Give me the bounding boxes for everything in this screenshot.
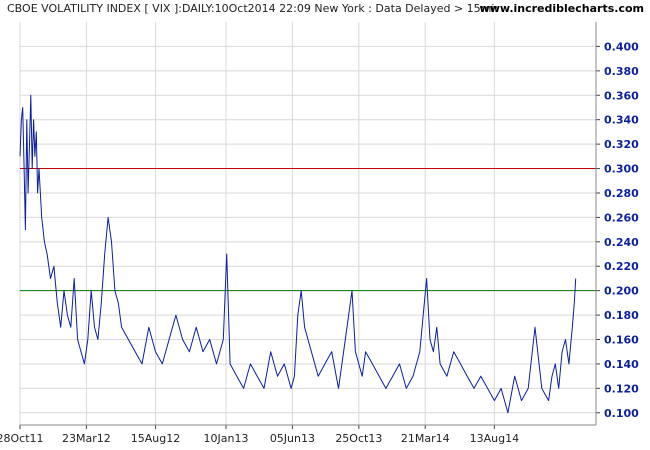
y-tick-label: 0.180 bbox=[604, 309, 639, 322]
chart-source: www.incrediblecharts.com bbox=[479, 2, 644, 15]
y-tick-label: 0.220 bbox=[604, 260, 639, 273]
y-tick-label: 0.160 bbox=[604, 334, 639, 347]
series-layer bbox=[19, 94, 577, 414]
y-tick-label: 0.360 bbox=[604, 89, 639, 102]
y-tick-label: 0.100 bbox=[604, 407, 639, 420]
y-tick-label: 0.260 bbox=[604, 211, 639, 224]
axis-layer: 0.100 0.120 0.140 0.160 0.180 0.200 0.220 0.240… bbox=[0, 22, 639, 445]
x-tick-label: 15Aug12 bbox=[131, 432, 180, 445]
y-tick-label: 0.380 bbox=[604, 65, 639, 78]
y-tick-label: 0.300 bbox=[604, 163, 639, 176]
y-tick-label: 0.200 bbox=[604, 285, 639, 298]
chart-title: CBOE VOLATILITY INDEX [ VIX ]:DAILY:10Oc… bbox=[7, 2, 497, 15]
reference-lines bbox=[20, 168, 596, 292]
y-tick-label: 0.320 bbox=[604, 138, 639, 151]
y-tick-label: 0.240 bbox=[604, 236, 639, 249]
y-tick-label: 0.140 bbox=[604, 358, 639, 371]
x-tick-label: 10Jan13 bbox=[204, 432, 249, 445]
series-line bbox=[19, 94, 577, 414]
y-tick-label: 0.400 bbox=[604, 40, 639, 53]
x-tick-label: 23Mar12 bbox=[62, 432, 111, 445]
x-tick-label: 21Mar14 bbox=[401, 432, 450, 445]
x-tick-label: 25Oct13 bbox=[335, 432, 382, 445]
x-tick-label: 28Oct11 bbox=[0, 432, 44, 445]
x-tick-label: 13Aug14 bbox=[470, 432, 519, 445]
y-tick-label: 0.340 bbox=[604, 114, 639, 127]
y-tick-label: 0.280 bbox=[604, 187, 639, 200]
y-tick-label: 0.120 bbox=[604, 382, 639, 395]
x-tick-label: 05Jun13 bbox=[270, 432, 315, 445]
grid-layer bbox=[19, 22, 596, 425]
